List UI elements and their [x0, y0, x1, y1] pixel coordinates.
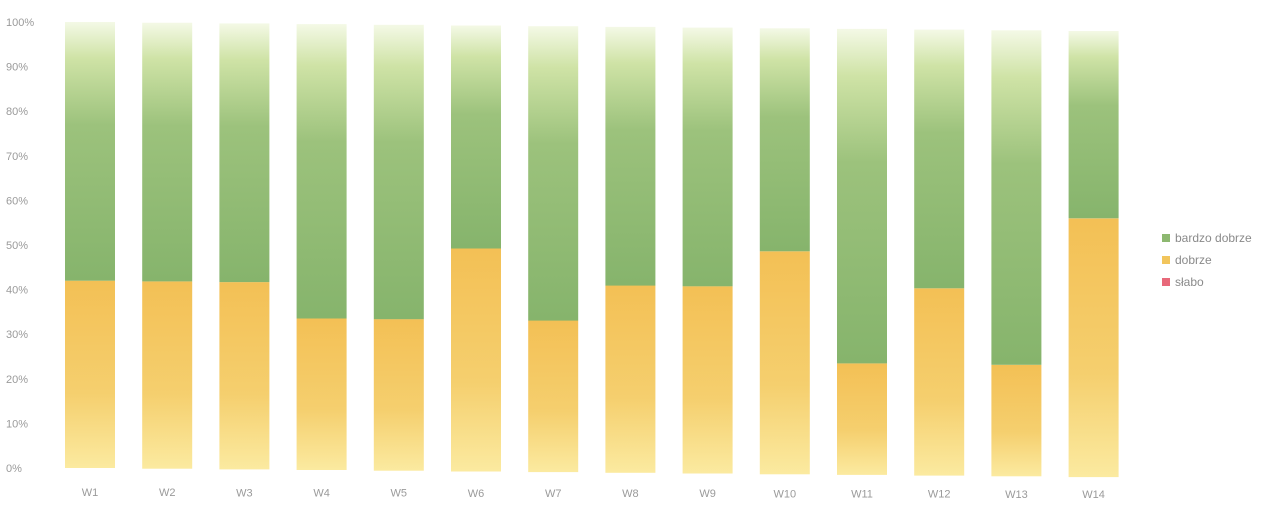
y-tick-label: 40% [6, 285, 28, 297]
bar-segment-w3-dobrze [219, 282, 269, 469]
legend-swatch [1162, 234, 1170, 242]
bar-segment-w9-bardzo-dobrze [683, 28, 733, 287]
legend-label: dobrze [1175, 253, 1212, 267]
y-tick-label: 70% [6, 151, 28, 163]
x-tick-label: W8 [622, 488, 639, 500]
bar-segment-w8-dobrze [605, 286, 655, 473]
x-axis: W1 W2 W3 W4 W5 W6 W7 W8 W9 W10 W11 W12 W13 W14 [82, 487, 1105, 501]
bar-segment-w14-bardzo-dobrze [1069, 31, 1119, 218]
bar-segment-w1-bardzo-dobrze [65, 22, 115, 281]
bar-segment-w10-bardzo-dobrze [760, 28, 810, 251]
x-tick-label: W1 [82, 487, 99, 499]
x-tick-label: W2 [159, 487, 176, 499]
legend-label: słabo [1175, 275, 1204, 289]
x-tick-label: W14 [1082, 489, 1105, 501]
bar-segment-w7-dobrze [528, 321, 578, 473]
bar-segment-w6-bardzo-dobrze [451, 26, 501, 249]
bar-segment-w13-dobrze [991, 365, 1041, 477]
x-tick-label: W6 [468, 488, 485, 500]
bar-segment-w10-dobrze [760, 251, 810, 474]
y-tick-label: 0% [6, 463, 22, 475]
y-tick-label: 30% [6, 329, 28, 341]
bar-segment-w4-dobrze [297, 318, 347, 470]
bar-segment-w12-dobrze [914, 288, 964, 475]
x-tick-label: W11 [851, 489, 873, 501]
x-tick-label: W4 [313, 487, 330, 499]
y-tick-label: 10% [6, 418, 28, 430]
bar-segment-w1-dobrze [65, 281, 115, 468]
legend-item: słabo [1162, 275, 1204, 289]
y-tick-label: 50% [6, 240, 28, 252]
y-tick-label: 90% [6, 62, 28, 74]
bar-segment-w7-bardzo-dobrze [528, 26, 578, 320]
x-tick-label: W12 [928, 489, 951, 501]
y-tick-label: 20% [6, 374, 28, 386]
bars [65, 22, 1119, 477]
y-tick-label: 80% [6, 106, 28, 118]
y-tick-label: 60% [6, 195, 28, 207]
bar-segment-w12-bardzo-dobrze [914, 30, 964, 289]
bar-segment-w5-bardzo-dobrze [374, 25, 424, 319]
x-tick-label: W9 [699, 488, 716, 500]
bar-segment-w13-bardzo-dobrze [991, 30, 1041, 365]
bar-segment-w9-dobrze [683, 286, 733, 473]
x-tick-label: W3 [236, 487, 253, 499]
legend-swatch [1162, 278, 1170, 286]
bar-segment-w5-dobrze [374, 319, 424, 471]
x-tick-label: W5 [391, 488, 408, 500]
x-tick-label: W7 [545, 488, 562, 500]
bar-segment-w4-bardzo-dobrze [297, 24, 347, 318]
x-tick-label: W10 [773, 488, 796, 500]
bar-segment-w6-dobrze [451, 249, 501, 472]
x-tick-label: W13 [1005, 489, 1028, 501]
bar-segment-w3-bardzo-dobrze [219, 23, 269, 282]
bar-segment-w2-dobrze [142, 281, 192, 468]
bar-segment-w8-bardzo-dobrze [605, 27, 655, 286]
y-tick-label: 100% [6, 17, 34, 29]
bar-segment-w11-bardzo-dobrze [837, 29, 887, 364]
legend-item: bardzo dobrze [1162, 231, 1252, 245]
legend-swatch [1162, 256, 1170, 264]
legend-item: dobrze [1162, 253, 1212, 267]
legend: bardzo dobrze dobrze słabo [1162, 231, 1252, 289]
bar-segment-w11-dobrze [837, 363, 887, 475]
bar-segment-w2-bardzo-dobrze [142, 23, 192, 282]
y-axis: 0% 10% 20% 30% 40% 50% 60% 70% 80% 90% 100% [6, 17, 34, 475]
legend-label: bardzo dobrze [1175, 231, 1252, 245]
bar-segment-w14-dobrze [1069, 218, 1119, 477]
